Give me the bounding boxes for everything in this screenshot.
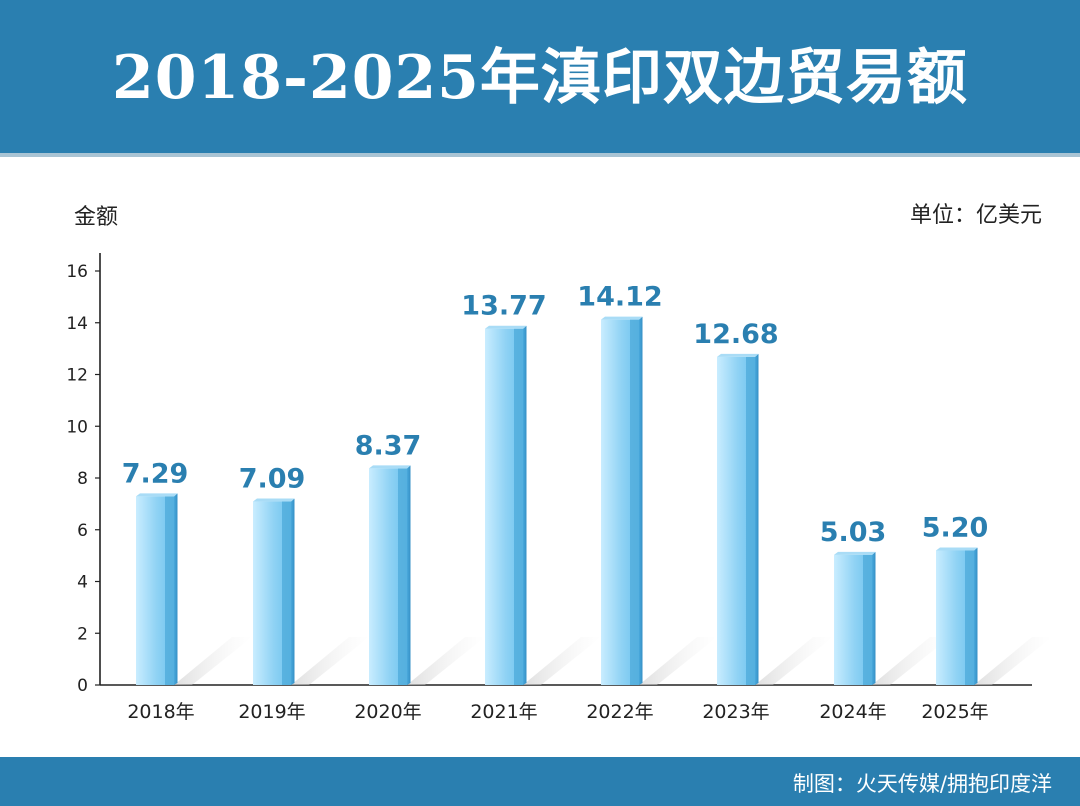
bar-shadow	[174, 637, 252, 685]
bar-edge	[398, 468, 407, 685]
bar-edge	[165, 496, 174, 685]
value-label: 5.20	[922, 512, 989, 543]
bar-shadow	[755, 637, 833, 685]
bar-cap	[717, 353, 759, 357]
bar-cap	[834, 551, 876, 555]
bar-shadow	[639, 637, 717, 685]
bar-cap	[936, 547, 978, 551]
bar-shadow	[291, 637, 369, 685]
unit-label: 单位：亿美元	[909, 203, 1042, 228]
value-label: 12.68	[693, 319, 778, 350]
x-tick-label: 2025年	[921, 701, 988, 723]
bar-cap	[253, 498, 295, 502]
bar-cap	[485, 325, 527, 329]
bar-shadow	[523, 637, 601, 685]
y-axis-label: 金额	[74, 205, 119, 230]
bar-cap	[136, 493, 178, 497]
y-tick-label: 10	[66, 417, 88, 437]
y-tick-label: 12	[66, 366, 88, 386]
value-label: 5.03	[820, 517, 887, 548]
bar-side	[639, 316, 643, 685]
title-banner: 2018-2025年滇印双边贸易额	[0, 0, 1080, 153]
bar-edge	[282, 501, 291, 685]
x-tick-label: 2019年	[238, 701, 305, 723]
bar-shadow	[872, 637, 950, 685]
bar-side	[407, 465, 411, 685]
banner-divider	[0, 153, 1080, 157]
credit-text: 制图：火天传媒/拥抱印度洋	[792, 772, 1052, 796]
bar-side	[974, 547, 978, 685]
y-tick-label: 4	[77, 573, 88, 593]
x-tick-label: 2022年	[586, 701, 653, 723]
bar-cap	[369, 465, 411, 469]
x-tick-label: 2020年	[354, 701, 421, 723]
bar-cap	[601, 316, 643, 320]
bar-edge	[630, 319, 639, 685]
y-tick-label: 14	[66, 314, 88, 334]
y-tick-label: 2	[77, 624, 88, 644]
value-label: 7.09	[239, 464, 306, 495]
bar-side	[872, 551, 876, 685]
value-label: 7.29	[122, 458, 189, 489]
footer-bar: 制图：火天传媒/拥抱印度洋	[0, 757, 1080, 806]
bar-side	[174, 493, 178, 685]
bar-edge	[965, 550, 974, 685]
chart-area: 金额 单位：亿美元 0 2 4 6 8 10 12 14 16 7.29 2018年 7.09 201…	[0, 157, 1080, 757]
value-label: 14.12	[577, 282, 662, 313]
bar-side	[755, 353, 759, 685]
value-label: 8.37	[355, 430, 422, 461]
bar-side	[523, 325, 527, 685]
bar-edge	[863, 554, 872, 685]
x-tick-label: 2021年	[470, 701, 537, 723]
y-tick-label: 8	[77, 469, 88, 489]
bar-edge	[514, 328, 523, 685]
bar-shadow	[974, 637, 1052, 685]
x-tick-label: 2023年	[702, 701, 769, 723]
y-tick-label: 16	[66, 262, 88, 282]
y-tick-label: 0	[77, 676, 88, 696]
value-label: 13.77	[461, 291, 546, 322]
bar-edge	[746, 356, 755, 685]
bar-side	[291, 498, 295, 685]
x-tick-label: 2024年	[819, 701, 886, 723]
y-tick-label: 6	[77, 521, 88, 541]
chart-title: 2018-2025年滇印双边贸易额	[112, 43, 968, 113]
bar-chart: 0 2 4 6 8 10 12 14 16 7.29 2018年 7.09 2019年 8.37 2020…	[66, 253, 1052, 723]
x-tick-label: 2018年	[127, 701, 194, 723]
bar-shadow	[407, 637, 485, 685]
